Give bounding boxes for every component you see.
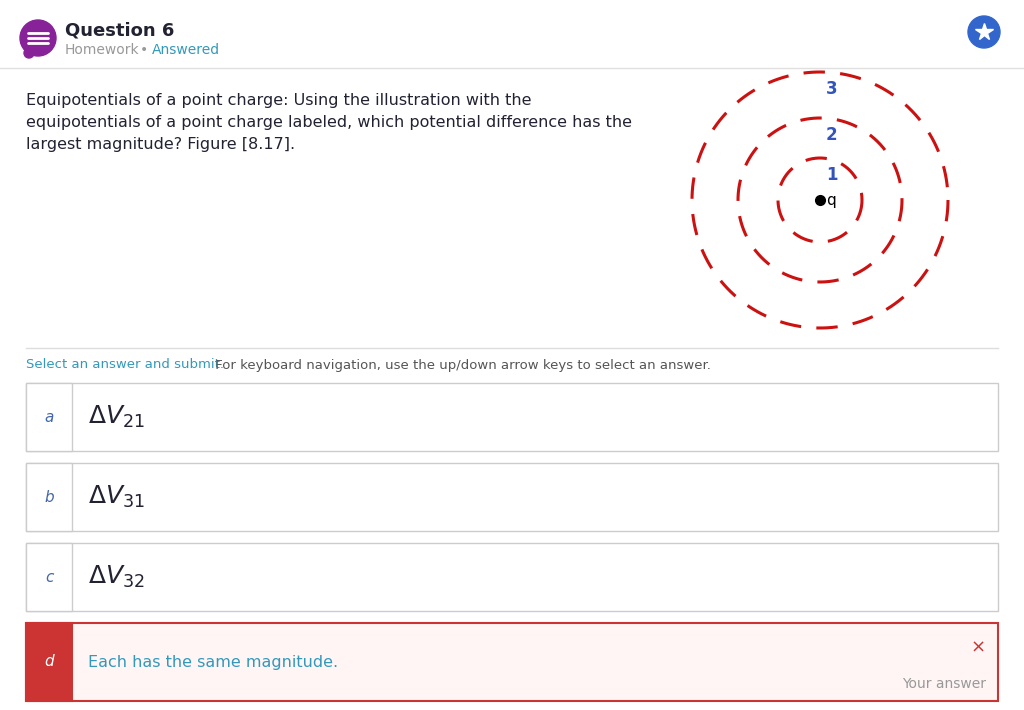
Text: Your answer: Your answer: [902, 677, 986, 691]
Text: b: b: [44, 489, 54, 505]
Text: Each has the same magnitude.: Each has the same magnitude.: [88, 655, 338, 670]
Text: Answered: Answered: [152, 43, 220, 57]
Text: ×: ×: [971, 639, 986, 657]
FancyBboxPatch shape: [26, 623, 998, 701]
FancyBboxPatch shape: [26, 383, 998, 451]
FancyBboxPatch shape: [26, 463, 72, 531]
Text: Homework: Homework: [65, 43, 139, 57]
FancyBboxPatch shape: [26, 543, 998, 611]
Text: q: q: [826, 192, 836, 207]
FancyBboxPatch shape: [26, 543, 72, 611]
FancyBboxPatch shape: [26, 463, 998, 531]
Text: $\Delta V_{31}$: $\Delta V_{31}$: [88, 484, 144, 510]
Text: •: •: [140, 43, 148, 57]
Text: a: a: [44, 410, 53, 425]
Circle shape: [24, 48, 34, 58]
Text: For keyboard navigation, use the up/down arrow keys to select an answer.: For keyboard navigation, use the up/down…: [211, 359, 711, 371]
Text: equipotentials of a point charge labeled, which potential difference has the: equipotentials of a point charge labeled…: [26, 114, 632, 129]
Text: Question 6: Question 6: [65, 21, 174, 39]
Text: c: c: [45, 569, 53, 584]
FancyBboxPatch shape: [26, 623, 72, 701]
Text: Select an answer and submit.: Select an answer and submit.: [26, 359, 224, 371]
Text: $\Delta V_{32}$: $\Delta V_{32}$: [88, 564, 144, 590]
Text: largest magnitude? Figure [8.17].: largest magnitude? Figure [8.17].: [26, 136, 295, 151]
Text: 3: 3: [826, 80, 838, 98]
Text: $\Delta V_{21}$: $\Delta V_{21}$: [88, 404, 144, 430]
Text: 1: 1: [826, 166, 838, 184]
Text: Equipotentials of a point charge: Using the illustration with the: Equipotentials of a point charge: Using …: [26, 92, 531, 107]
Text: 2: 2: [826, 126, 838, 144]
Circle shape: [968, 16, 1000, 48]
Text: d: d: [44, 655, 54, 670]
Circle shape: [20, 20, 56, 56]
FancyBboxPatch shape: [26, 383, 72, 451]
